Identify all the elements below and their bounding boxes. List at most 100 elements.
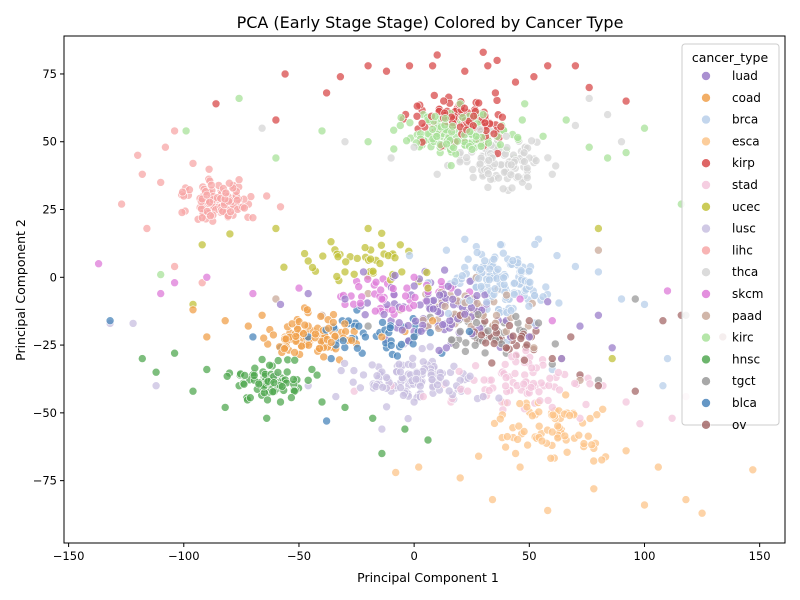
data-point-ov — [594, 381, 603, 391]
data-point-luad — [453, 287, 463, 297]
data-point-ov — [477, 330, 486, 340]
data-point-luad — [428, 304, 438, 314]
data-point-skcm — [202, 272, 212, 282]
data-point-tgct — [472, 318, 481, 327]
data-point-coad — [299, 329, 308, 338]
legend-label-lusc: lusc — [732, 222, 756, 236]
data-point-kirc — [496, 140, 505, 149]
data-point-esca — [537, 436, 547, 446]
x-tick-label: −100 — [168, 549, 200, 563]
data-point-lusc — [356, 383, 365, 393]
data-point-kirc — [458, 113, 468, 122]
data-point-coad — [263, 339, 273, 349]
data-point-esca — [583, 431, 593, 441]
data-point-brca — [457, 271, 467, 281]
data-point-blca — [378, 318, 387, 327]
data-point-stad — [456, 384, 466, 394]
data-point-ucec — [607, 354, 617, 363]
data-point-stad — [621, 397, 631, 407]
data-point-hnsc — [220, 403, 230, 412]
data-point-lusc — [340, 359, 349, 368]
data-point-lusc — [444, 386, 454, 396]
data-point-lihc — [161, 142, 170, 152]
data-point-lusc — [409, 397, 419, 407]
legend-marker-skcm — [701, 289, 711, 299]
data-point-esca — [511, 449, 520, 458]
data-point-ucec — [349, 269, 359, 279]
data-point-tgct — [473, 310, 483, 319]
data-point-kirp — [439, 96, 449, 106]
data-point-luad — [445, 316, 455, 325]
data-point-skcm — [515, 294, 525, 304]
data-point-esca — [523, 440, 532, 450]
data-point-brca — [524, 301, 534, 311]
data-point-lusc — [382, 402, 391, 412]
data-point-esca — [488, 495, 497, 504]
data-point-lusc — [494, 393, 504, 403]
x-tick-label: 0 — [410, 549, 417, 563]
data-point-tgct — [534, 318, 543, 328]
data-point-kirp — [405, 61, 414, 71]
data-point-tgct — [483, 326, 493, 336]
data-point-skcm — [377, 294, 387, 304]
data-point-kirp — [491, 88, 500, 98]
data-point-ucec — [423, 283, 433, 293]
data-point-lihc — [234, 175, 244, 184]
data-point-brca — [530, 291, 539, 300]
data-point-esca — [490, 419, 499, 428]
data-point-kirc — [234, 94, 244, 103]
data-point-coad — [316, 312, 326, 321]
data-point-blca — [322, 416, 331, 426]
data-point-blca — [338, 336, 348, 346]
legend-marker-lusc — [701, 223, 711, 234]
data-point-lihc — [232, 195, 242, 205]
legend-marker-lihc — [701, 245, 711, 256]
chart-title: PCA (Early Stage Stage) Colored by Cance… — [237, 13, 624, 32]
data-point-esca — [515, 399, 525, 408]
data-point-ucec — [375, 259, 385, 268]
data-point-luad — [390, 271, 400, 280]
data-point-kirc — [389, 125, 399, 135]
data-point-brca — [663, 354, 672, 363]
data-point-kirc — [449, 143, 458, 153]
data-point-lusc — [478, 392, 488, 401]
data-point-esca — [534, 407, 544, 417]
data-point-thca — [506, 170, 516, 180]
data-point-ucec — [341, 257, 351, 267]
data-point-brca — [498, 248, 508, 258]
data-point-brca — [552, 251, 562, 260]
data-point-coad — [340, 319, 350, 329]
data-point-kirc — [513, 133, 523, 142]
data-point-thca — [455, 157, 465, 167]
data-point-hnsc — [312, 370, 322, 380]
data-point-kirc — [520, 99, 530, 109]
data-point-ucec — [303, 256, 313, 266]
data-point-lusc — [349, 366, 359, 375]
data-point-skcm — [388, 284, 398, 293]
data-point-esca — [748, 465, 758, 475]
data-point-coad — [297, 341, 306, 351]
data-point-luad — [443, 281, 453, 291]
data-point-hnsc — [202, 365, 212, 374]
data-point-blca — [386, 341, 396, 350]
data-point-tgct — [630, 294, 640, 304]
data-point-lihc — [142, 224, 152, 233]
data-point-lusc — [465, 371, 475, 381]
data-point-kirp — [280, 69, 290, 79]
data-point-esca — [565, 411, 575, 420]
data-point-kirc — [448, 121, 457, 131]
data-point-lihc — [206, 211, 215, 220]
data-point-blca — [248, 332, 258, 342]
data-point-lihc — [248, 213, 258, 222]
data-point-esca — [514, 421, 524, 431]
data-point-skcm — [370, 306, 380, 316]
data-point-ucec — [360, 243, 370, 252]
data-point-lusc — [441, 378, 451, 388]
data-point-tgct — [455, 327, 465, 336]
data-point-brca — [554, 298, 564, 308]
data-point-hnsc — [254, 379, 264, 389]
data-point-coad — [202, 332, 212, 342]
data-point-lusc — [411, 374, 421, 384]
data-point-hnsc — [250, 363, 260, 373]
data-point-kirp — [460, 66, 470, 76]
